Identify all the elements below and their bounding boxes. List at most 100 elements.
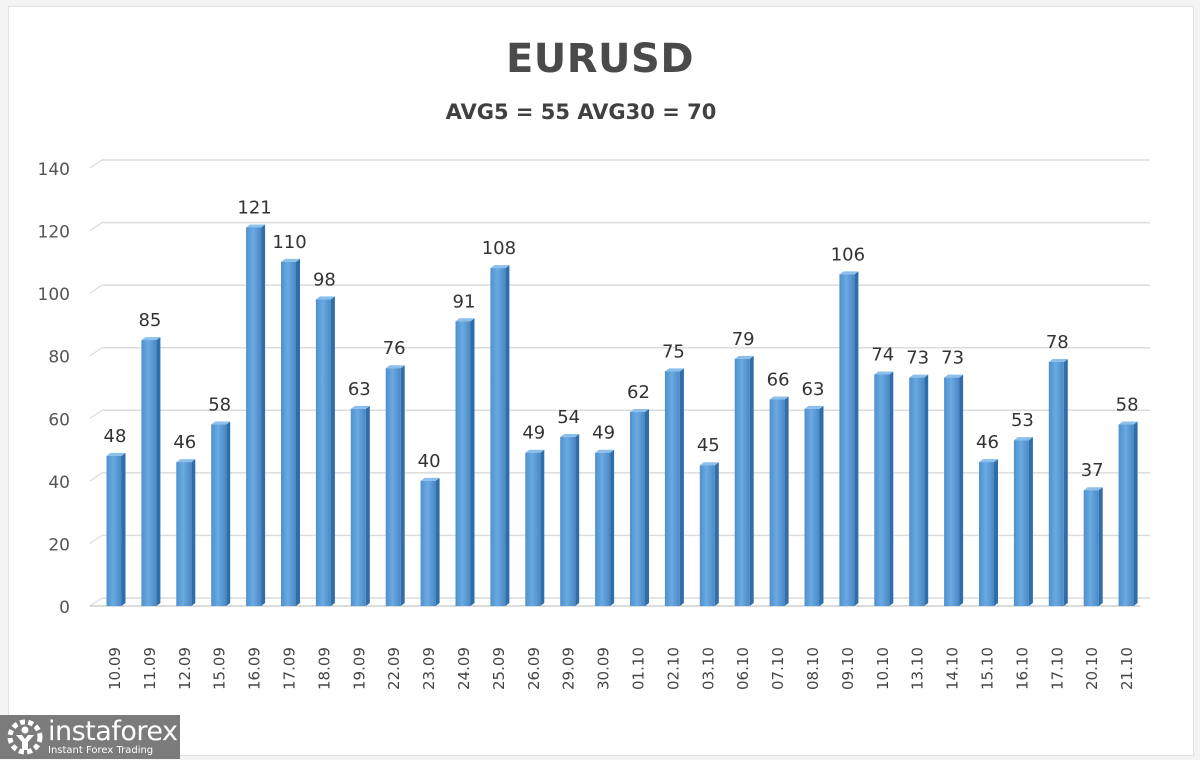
bar-value-label: 66: [767, 370, 790, 391]
chart-subtitle: AVG5 = 55 AVG30 = 70: [445, 100, 717, 124]
bar-value-label: 73: [906, 348, 929, 369]
x-tick-label: 15.10: [979, 647, 997, 690]
bar: [909, 374, 929, 606]
bar-value-label: 63: [802, 379, 825, 400]
y-tick-label: 140: [38, 160, 70, 180]
x-tick-label: 20.10: [1083, 647, 1101, 690]
bars: [106, 224, 1138, 606]
x-tick-label: 24.09: [455, 647, 473, 690]
x-tick-label: 09.10: [839, 647, 857, 690]
y-tick-label: 80: [48, 348, 70, 368]
bar-value-label: 54: [557, 407, 580, 428]
x-tick-label: 25.09: [490, 647, 508, 690]
bar-value-label: 45: [697, 435, 720, 456]
bar: [874, 371, 894, 606]
bar-value-label: 76: [383, 338, 406, 359]
bar: [734, 355, 754, 606]
bar-value-label: 37: [1081, 460, 1104, 481]
bar-value-label: 98: [313, 269, 336, 290]
x-tick-label: 01.10: [630, 647, 648, 690]
bar: [246, 224, 266, 606]
bar: [315, 296, 335, 606]
x-tick-label: 30.09: [595, 647, 613, 690]
bar: [804, 405, 824, 606]
bar-value-label: 49: [522, 423, 545, 444]
bar: [141, 337, 161, 606]
x-tick-label: 10.10: [874, 647, 892, 690]
x-tick-label: 03.10: [699, 647, 717, 690]
bar-value-label: 79: [732, 329, 755, 350]
chart-frame: [8, 6, 1194, 756]
bar-value-label: 73: [941, 348, 964, 369]
bar-value-label: 108: [482, 238, 516, 259]
bar-value-label: 40: [418, 451, 441, 472]
bar-value-label: 46: [173, 432, 196, 453]
bar-value-label: 63: [348, 379, 371, 400]
bar: [595, 449, 615, 606]
bar: [350, 405, 370, 606]
brand-name: instaforex: [48, 716, 178, 747]
bar: [630, 409, 649, 606]
bar-value-label: 85: [138, 310, 161, 331]
bar: [455, 318, 475, 606]
x-axis: 10.09 11.09 12.09 15.09 16.09 17.09 18.09 19.09…: [106, 647, 1136, 690]
bar-value-label: 58: [208, 395, 231, 416]
bar: [979, 459, 998, 606]
bar-value-label: 106: [831, 244, 865, 265]
y-tick-label: 0: [59, 598, 70, 618]
y-gridlines: [89, 159, 1150, 607]
x-tick-label: 18.09: [315, 647, 333, 690]
bar: [560, 434, 580, 606]
x-tick-label: 17.09: [281, 647, 299, 690]
x-tick-label: 15.09: [211, 647, 229, 690]
bar-value-label: 58: [1116, 395, 1139, 416]
x-tick-label: 23.09: [420, 647, 438, 690]
bar-value-label: 49: [592, 423, 615, 444]
x-tick-label: 26.09: [525, 647, 543, 690]
y-tick-label: 60: [48, 410, 70, 430]
bar: [839, 271, 859, 606]
y-tick-label: 20: [48, 535, 70, 555]
x-tick-label: 07.10: [769, 647, 787, 690]
bar: [211, 421, 231, 606]
bar: [525, 449, 545, 606]
x-tick-label: 19.09: [350, 647, 368, 690]
bar-value-label: 48: [104, 426, 127, 447]
bar-value-label: 62: [627, 382, 650, 403]
bar: [176, 459, 196, 606]
bar: [1048, 358, 1068, 606]
bar-value-label: 121: [237, 197, 271, 218]
x-tick-label: 08.10: [804, 647, 822, 690]
bar: [1118, 421, 1138, 606]
x-tick-label: 13.10: [909, 647, 927, 690]
bar: [420, 477, 440, 606]
y-axis: 0 20 40 60 80 100 120 140: [38, 160, 70, 618]
x-tick-label: 02.10: [664, 647, 682, 690]
x-tick-label: 14.10: [944, 647, 962, 690]
x-tick-label: 16.09: [246, 647, 264, 690]
gear-person-icon: [7, 719, 43, 755]
x-tick-label: 22.09: [385, 647, 403, 690]
x-tick-label: 10.09: [106, 647, 124, 690]
bar: [1013, 437, 1033, 606]
bar: [490, 265, 510, 606]
bar-value-label: 74: [871, 344, 894, 365]
x-tick-label: 16.10: [1013, 647, 1031, 690]
x-tick-label: 29.09: [560, 647, 578, 690]
bar: [699, 462, 719, 606]
bar: [106, 452, 126, 606]
bar-value-label: 46: [976, 432, 999, 453]
bar: [944, 374, 964, 606]
y-tick-label: 120: [38, 223, 70, 243]
bar-value-label: 75: [662, 341, 685, 362]
chart-title: EURUSD: [505, 36, 695, 82]
bar: [281, 258, 300, 606]
bar: [1083, 487, 1103, 606]
bar: [769, 396, 789, 606]
bar-value-label: 91: [453, 291, 476, 312]
x-tick-label: 21.10: [1118, 647, 1136, 690]
x-tick-label: 17.10: [1048, 647, 1066, 690]
bar-value-label: 78: [1046, 332, 1069, 353]
